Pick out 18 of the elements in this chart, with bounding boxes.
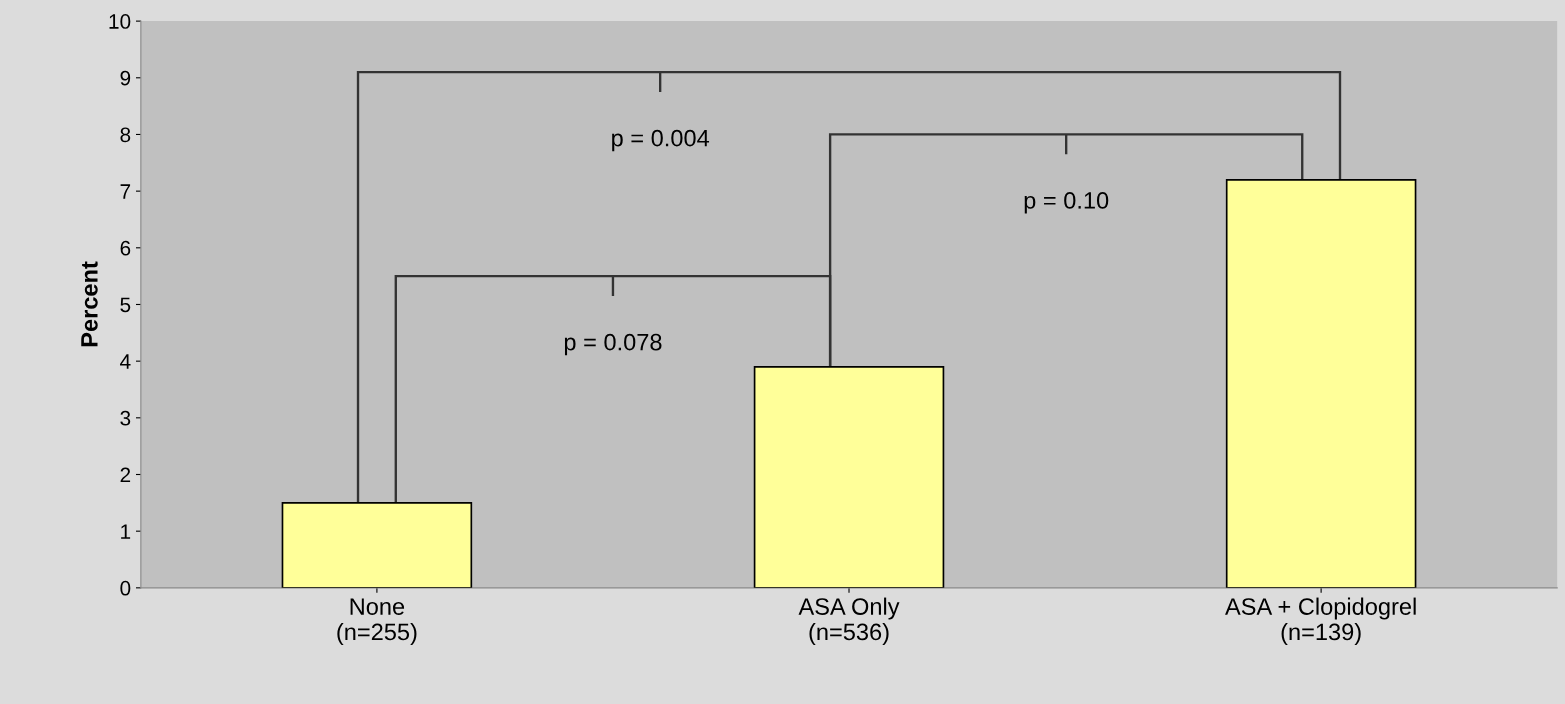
y-tick-label: 8 <box>120 127 131 143</box>
y-tick-label: 7 <box>120 184 131 199</box>
x-tick-label: ASA Only (n=536) <box>798 597 900 645</box>
y-tick-label: 1 <box>121 524 131 539</box>
y-tick-label: 3 <box>120 410 131 426</box>
y-tick-label: 6 <box>120 240 131 256</box>
annotation: p = 0.10 <box>1024 192 1109 214</box>
y-tick-label: 5 <box>120 297 131 313</box>
x-tick-label: None (n=255) <box>337 598 417 645</box>
y-tick-label: 4 <box>120 354 131 369</box>
annotation: p = 0.004 <box>612 129 710 152</box>
x-tick-label: ASA + Clopidogrel (n=139) <box>1225 597 1416 645</box>
y-tick-label: 0 <box>120 580 131 596</box>
y-tick-label: 9 <box>120 70 131 86</box>
annotation: p = 0.078 <box>564 333 662 356</box>
y-axis-title: Percent <box>81 261 98 347</box>
y-tick-label: 10 <box>109 14 131 29</box>
y-tick-label: 2 <box>120 467 131 483</box>
